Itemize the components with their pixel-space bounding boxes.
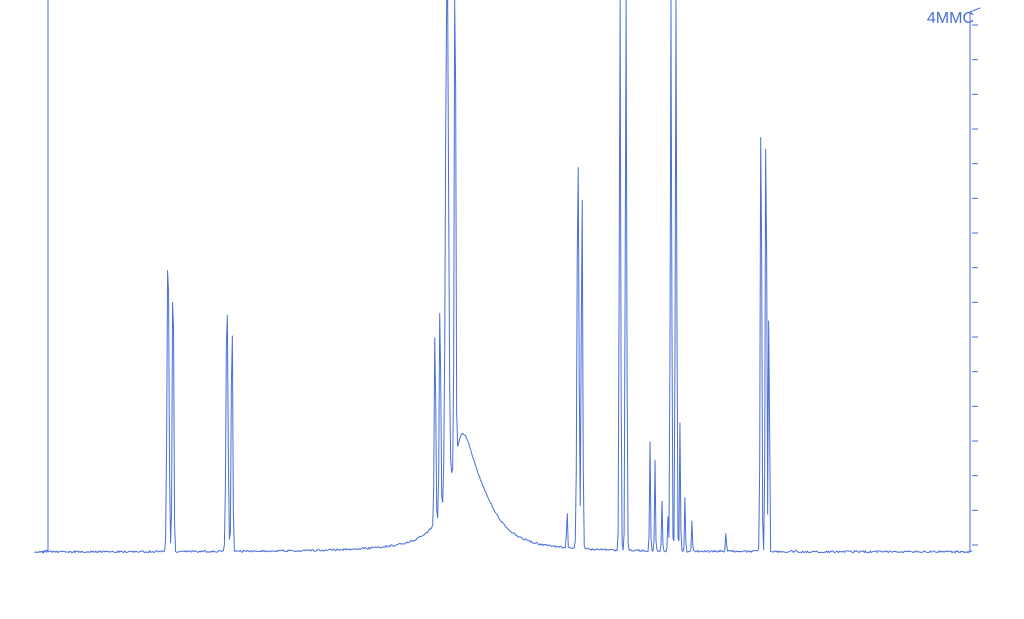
nmr-spectrum: 4MMC [0, 0, 1024, 619]
spectrum-title: 4MMC [927, 10, 974, 28]
spectrum-svg [0, 0, 1024, 619]
